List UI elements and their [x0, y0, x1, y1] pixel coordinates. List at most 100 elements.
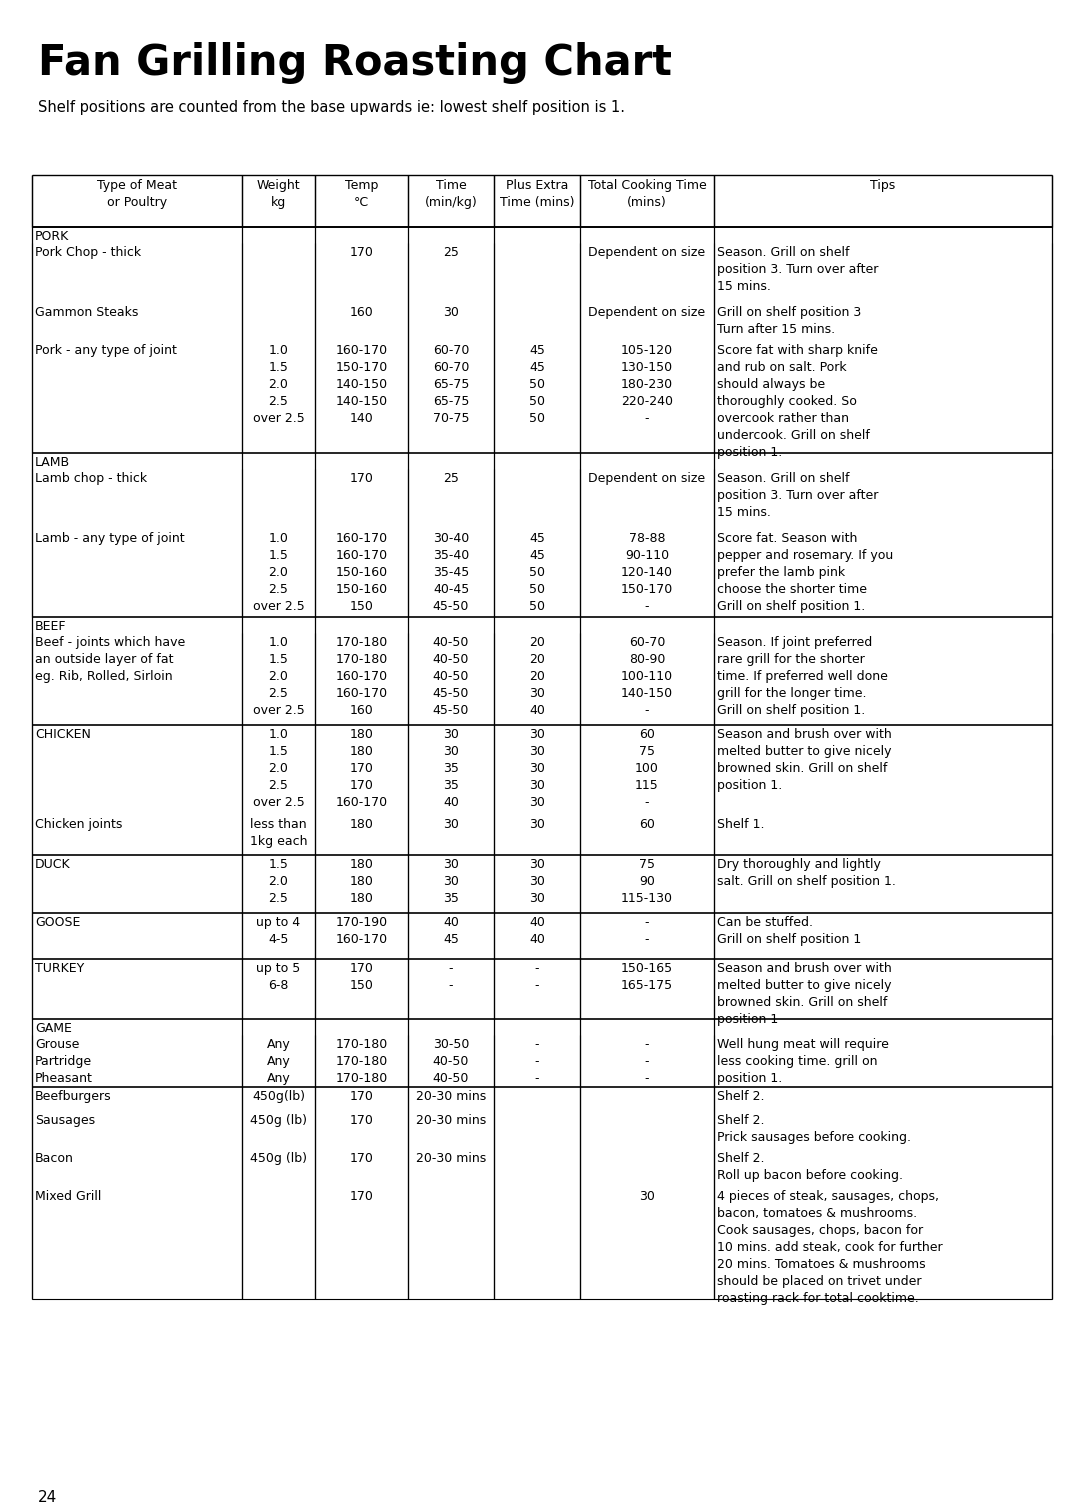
- Text: TURKEY: TURKEY: [35, 963, 84, 975]
- Text: 170-180
170-180
170-180: 170-180 170-180 170-180: [336, 1038, 388, 1085]
- Text: Sausages: Sausages: [35, 1114, 95, 1127]
- Text: 160-170
150-170
140-150
140-150
140: 160-170 150-170 140-150 140-150 140: [336, 345, 388, 425]
- Text: 180
180
180: 180 180 180: [350, 858, 374, 905]
- Text: Dependent on size: Dependent on size: [589, 471, 705, 485]
- Text: Score fat. Season with
pepper and rosemary. If you
prefer the lamb pink
choose t: Score fat. Season with pepper and rosema…: [717, 532, 893, 613]
- Text: Shelf 2.
Prick sausages before cooking.: Shelf 2. Prick sausages before cooking.: [717, 1114, 912, 1144]
- Text: 60-70
60-70
65-75
65-75
70-75: 60-70 60-70 65-75 65-75 70-75: [433, 345, 469, 425]
- Text: Pork - any type of joint: Pork - any type of joint: [35, 345, 177, 357]
- Text: Lamb chop - thick: Lamb chop - thick: [35, 471, 147, 485]
- Text: Tips: Tips: [870, 178, 895, 192]
- Text: 170
150: 170 150: [350, 963, 374, 993]
- Text: Total Cooking Time
(mins): Total Cooking Time (mins): [588, 178, 706, 209]
- Text: 4 pieces of steak, sausages, chops,
bacon, tomatoes & mushrooms.
Cook sausages, : 4 pieces of steak, sausages, chops, baco…: [717, 1191, 943, 1306]
- Text: PORK: PORK: [35, 230, 69, 243]
- Text: Grill on shelf position 3
Turn after 15 mins.: Grill on shelf position 3 Turn after 15 …: [717, 307, 861, 335]
- Text: -
-
-: - - -: [645, 1038, 649, 1085]
- Text: DUCK: DUCK: [35, 858, 70, 870]
- Text: Time
(min/kg): Time (min/kg): [424, 178, 477, 209]
- Text: 78-88
90-110
120-140
150-170
-: 78-88 90-110 120-140 150-170 -: [621, 532, 673, 613]
- Text: 45
45
50
50
50: 45 45 50 50 50: [529, 532, 545, 613]
- Text: CHICKEN: CHICKEN: [35, 728, 91, 740]
- Text: Can be stuffed.
Grill on shelf position 1: Can be stuffed. Grill on shelf position …: [717, 916, 861, 946]
- Text: Shelf 1.: Shelf 1.: [717, 817, 765, 831]
- Text: 30
30
30
30
30: 30 30 30 30 30: [529, 728, 545, 808]
- Text: Any
Any
Any: Any Any Any: [267, 1038, 291, 1085]
- Text: 20-30 mins: 20-30 mins: [416, 1114, 486, 1127]
- Text: 105-120
130-150
180-230
220-240
-: 105-120 130-150 180-230 220-240 -: [621, 345, 673, 425]
- Text: 40
40: 40 40: [529, 916, 545, 946]
- Text: -
-: - -: [535, 963, 539, 993]
- Text: 25: 25: [443, 471, 459, 485]
- Text: Gammon Steaks: Gammon Steaks: [35, 307, 138, 319]
- Text: Plus Extra
Time (mins): Plus Extra Time (mins): [500, 178, 575, 209]
- Text: Weight
kg: Weight kg: [257, 178, 300, 209]
- Text: 170: 170: [350, 471, 374, 485]
- Text: Well hung meat will require
less cooking time. grill on
position 1.: Well hung meat will require less cooking…: [717, 1038, 889, 1085]
- Text: Dependent on size: Dependent on size: [589, 307, 705, 319]
- Text: 170: 170: [350, 1089, 374, 1103]
- Text: 1.0
1.5
2.0
2.5
over 2.5: 1.0 1.5 2.0 2.5 over 2.5: [253, 728, 305, 808]
- Text: 1.5
2.0
2.5: 1.5 2.0 2.5: [269, 858, 288, 905]
- Text: LAMB: LAMB: [35, 456, 70, 468]
- Text: 30
30
30: 30 30 30: [529, 858, 545, 905]
- Text: 75
90
115-130: 75 90 115-130: [621, 858, 673, 905]
- Text: 160-170
160-170
150-160
150-160
150: 160-170 160-170 150-160 150-160 150: [336, 532, 388, 613]
- Text: Pork Chop - thick: Pork Chop - thick: [35, 246, 141, 258]
- Text: 20
20
20
30
40: 20 20 20 30 40: [529, 636, 545, 718]
- Text: -
-: - -: [449, 963, 454, 993]
- Text: 170: 170: [350, 246, 374, 258]
- Text: 20-30 mins: 20-30 mins: [416, 1089, 486, 1103]
- Text: Type of Meat
or Poultry: Type of Meat or Poultry: [97, 178, 177, 209]
- Text: 450g (lb): 450g (lb): [249, 1114, 307, 1127]
- Text: up to 4
4-5: up to 4 4-5: [256, 916, 300, 946]
- Text: 30-50
40-50
40-50: 30-50 40-50 40-50: [433, 1038, 469, 1085]
- Text: 160: 160: [350, 307, 374, 319]
- Text: 60-70
80-90
100-110
140-150
-: 60-70 80-90 100-110 140-150 -: [621, 636, 673, 718]
- Text: 30-40
35-40
35-45
40-45
45-50: 30-40 35-40 35-45 40-45 45-50: [433, 532, 469, 613]
- Text: 180: 180: [350, 817, 374, 831]
- Text: 30: 30: [529, 817, 545, 831]
- Text: 24: 24: [38, 1490, 57, 1505]
- Text: 30
30
35
35
40: 30 30 35 35 40: [443, 728, 459, 808]
- Text: 30
30
35: 30 30 35: [443, 858, 459, 905]
- Text: Season. Grill on shelf
position 3. Turn over after
15 mins.: Season. Grill on shelf position 3. Turn …: [717, 471, 878, 518]
- Text: Mixed Grill: Mixed Grill: [35, 1191, 102, 1203]
- Text: Fan Grilling Roasting Chart: Fan Grilling Roasting Chart: [38, 42, 672, 85]
- Text: -
-: - -: [645, 916, 649, 946]
- Text: Beef - joints which have
an outside layer of fat
eg. Rib, Rolled, Sirloin: Beef - joints which have an outside laye…: [35, 636, 186, 683]
- Text: Shelf 2.: Shelf 2.: [717, 1089, 765, 1103]
- Text: 450g (lb): 450g (lb): [249, 1151, 307, 1165]
- Text: 20-30 mins: 20-30 mins: [416, 1151, 486, 1165]
- Text: GAME: GAME: [35, 1021, 72, 1035]
- Text: 170: 170: [350, 1151, 374, 1165]
- Text: 180
180
170
170
160-170: 180 180 170 170 160-170: [336, 728, 388, 808]
- Text: GOOSE: GOOSE: [35, 916, 80, 929]
- Text: 45
45
50
50
50: 45 45 50 50 50: [529, 345, 545, 425]
- Text: less than
1kg each: less than 1kg each: [249, 817, 307, 848]
- Text: Beefburgers: Beefburgers: [35, 1089, 111, 1103]
- Text: Season. Grill on shelf
position 3. Turn over after
15 mins.: Season. Grill on shelf position 3. Turn …: [717, 246, 878, 293]
- Text: up to 5
6-8: up to 5 6-8: [256, 963, 300, 993]
- Text: 30: 30: [443, 307, 459, 319]
- Text: 40-50
40-50
40-50
45-50
45-50: 40-50 40-50 40-50 45-50 45-50: [433, 636, 469, 718]
- Text: Score fat with sharp knife
and rub on salt. Pork
should always be
thoroughly coo: Score fat with sharp knife and rub on sa…: [717, 345, 878, 459]
- Text: Bacon: Bacon: [35, 1151, 73, 1165]
- Text: 170-180
170-180
160-170
160-170
160: 170-180 170-180 160-170 160-170 160: [336, 636, 388, 718]
- Text: 30: 30: [639, 1191, 654, 1203]
- Text: Season and brush over with
melted butter to give nicely
browned skin. Grill on s: Season and brush over with melted butter…: [717, 963, 892, 1026]
- Text: 1.0
1.5
2.0
2.5
over 2.5: 1.0 1.5 2.0 2.5 over 2.5: [253, 532, 305, 613]
- Text: Dependent on size: Dependent on size: [589, 246, 705, 258]
- Text: Shelf 2.
Roll up bacon before cooking.: Shelf 2. Roll up bacon before cooking.: [717, 1151, 903, 1182]
- Text: 150-165
165-175: 150-165 165-175: [621, 963, 673, 993]
- Text: Season. If joint preferred
rare grill for the shorter
time. If preferred well do: Season. If joint preferred rare grill fo…: [717, 636, 888, 718]
- Text: Grouse
Partridge
Pheasant: Grouse Partridge Pheasant: [35, 1038, 93, 1085]
- Text: 60: 60: [639, 817, 654, 831]
- Text: 25: 25: [443, 246, 459, 258]
- Text: 40
45: 40 45: [443, 916, 459, 946]
- Text: 170: 170: [350, 1191, 374, 1203]
- Text: Dry thoroughly and lightly
salt. Grill on shelf position 1.: Dry thoroughly and lightly salt. Grill o…: [717, 858, 896, 888]
- Text: Season and brush over with
melted butter to give nicely
browned skin. Grill on s: Season and brush over with melted butter…: [717, 728, 892, 792]
- Text: 60
75
100
115
-: 60 75 100 115 -: [635, 728, 659, 808]
- Text: 1.0
1.5
2.0
2.5
over 2.5: 1.0 1.5 2.0 2.5 over 2.5: [253, 345, 305, 425]
